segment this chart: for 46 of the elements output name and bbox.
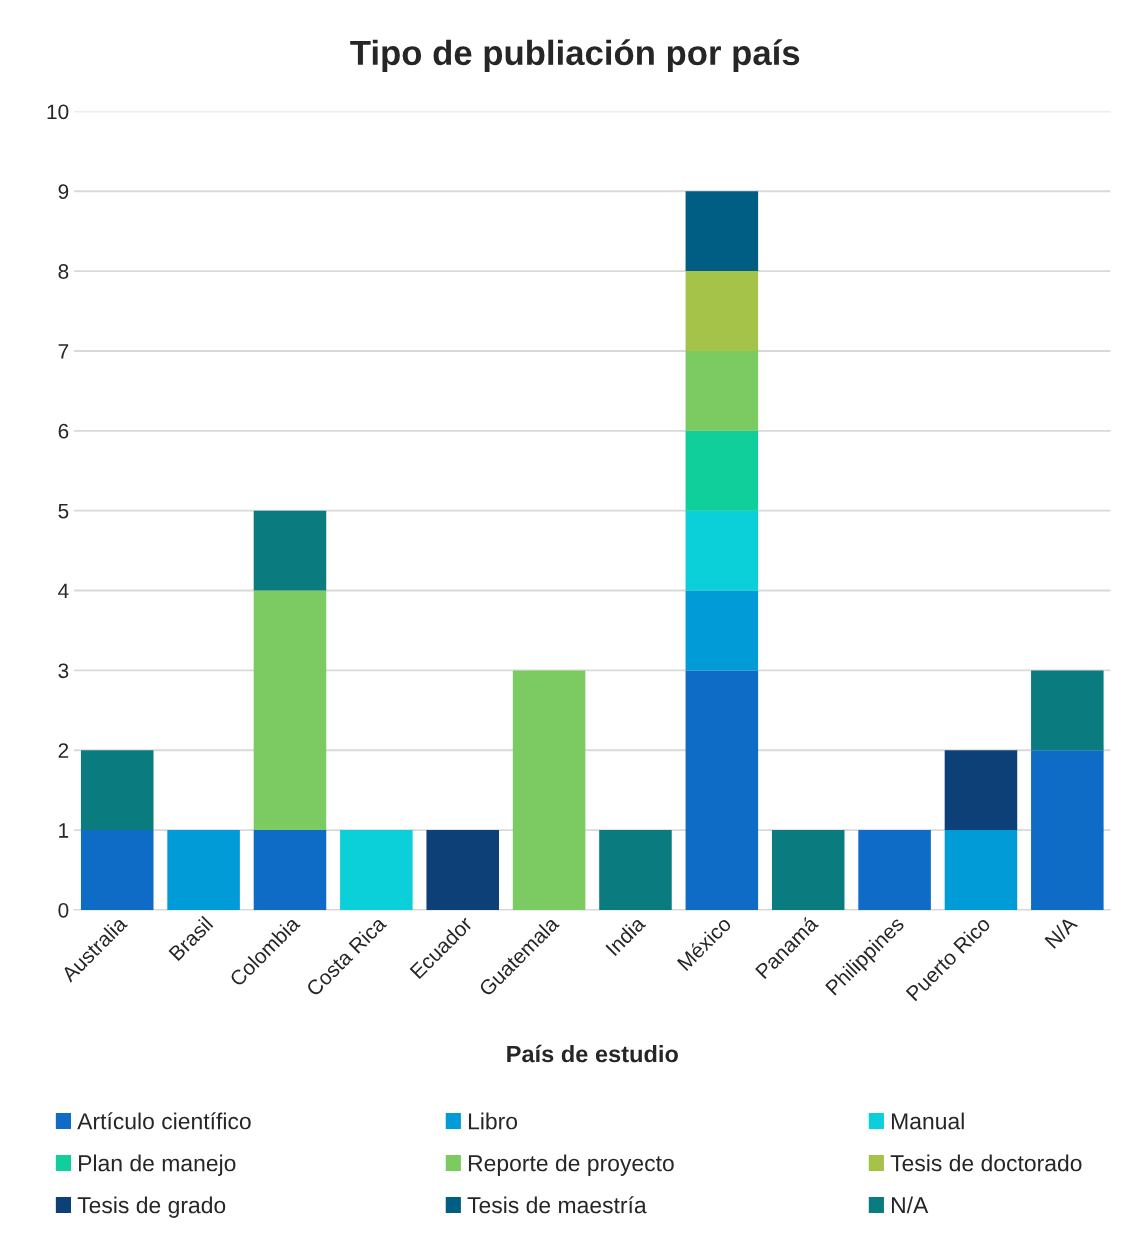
legend-label: Reporte de proyecto	[468, 1154, 674, 1176]
y-tick-label: 1	[59, 823, 69, 838]
x-axis-title: País de estudio	[507, 1044, 678, 1063]
y-tick-label: 3	[58, 663, 69, 679]
x-tick-label: N/A	[1043, 914, 1079, 949]
bar	[944, 830, 1018, 910]
y-tick-label: 9	[58, 184, 69, 200]
bar	[599, 830, 672, 910]
bar	[685, 271, 759, 351]
legend-label: Libro	[468, 1112, 518, 1130]
bar	[685, 191, 759, 272]
bar	[253, 510, 327, 591]
bar	[685, 510, 759, 591]
y-tick-label: 10	[47, 104, 69, 120]
y-tick-label: 0	[58, 902, 69, 918]
bar	[426, 830, 499, 910]
bar	[80, 750, 154, 831]
legend-label: Tesis de grado	[77, 1196, 226, 1218]
y-tick-label: 7	[58, 344, 69, 359]
bar	[685, 430, 759, 511]
y-tick-label: 4	[58, 583, 69, 599]
chart-title: Tipo de publiación por país	[350, 39, 800, 73]
bar	[685, 350, 759, 431]
bar	[80, 830, 154, 910]
y-tick-label: 8	[58, 264, 69, 279]
bar	[253, 590, 327, 831]
legend-label: Plan de manejo	[79, 1154, 236, 1176]
bar	[858, 830, 931, 910]
legend-label: Artículo científico	[77, 1112, 251, 1130]
y-tick-label: 2	[58, 743, 69, 758]
bar	[512, 670, 586, 910]
bar	[253, 830, 327, 910]
bar	[685, 590, 759, 671]
bar	[167, 830, 240, 910]
bar	[1031, 750, 1104, 910]
bar	[771, 830, 845, 910]
bar	[1031, 670, 1104, 751]
bar	[944, 750, 1018, 831]
legend-label: N/A	[892, 1196, 929, 1214]
legend-label: Manual	[892, 1112, 964, 1130]
y-tick-label: 6	[58, 423, 69, 439]
bar	[685, 670, 759, 910]
legend-label: Tesis de doctorado	[890, 1154, 1082, 1172]
legend-label: Tesis de maestría	[467, 1196, 647, 1214]
y-tick-label: 5	[58, 503, 69, 519]
bar	[340, 830, 413, 910]
